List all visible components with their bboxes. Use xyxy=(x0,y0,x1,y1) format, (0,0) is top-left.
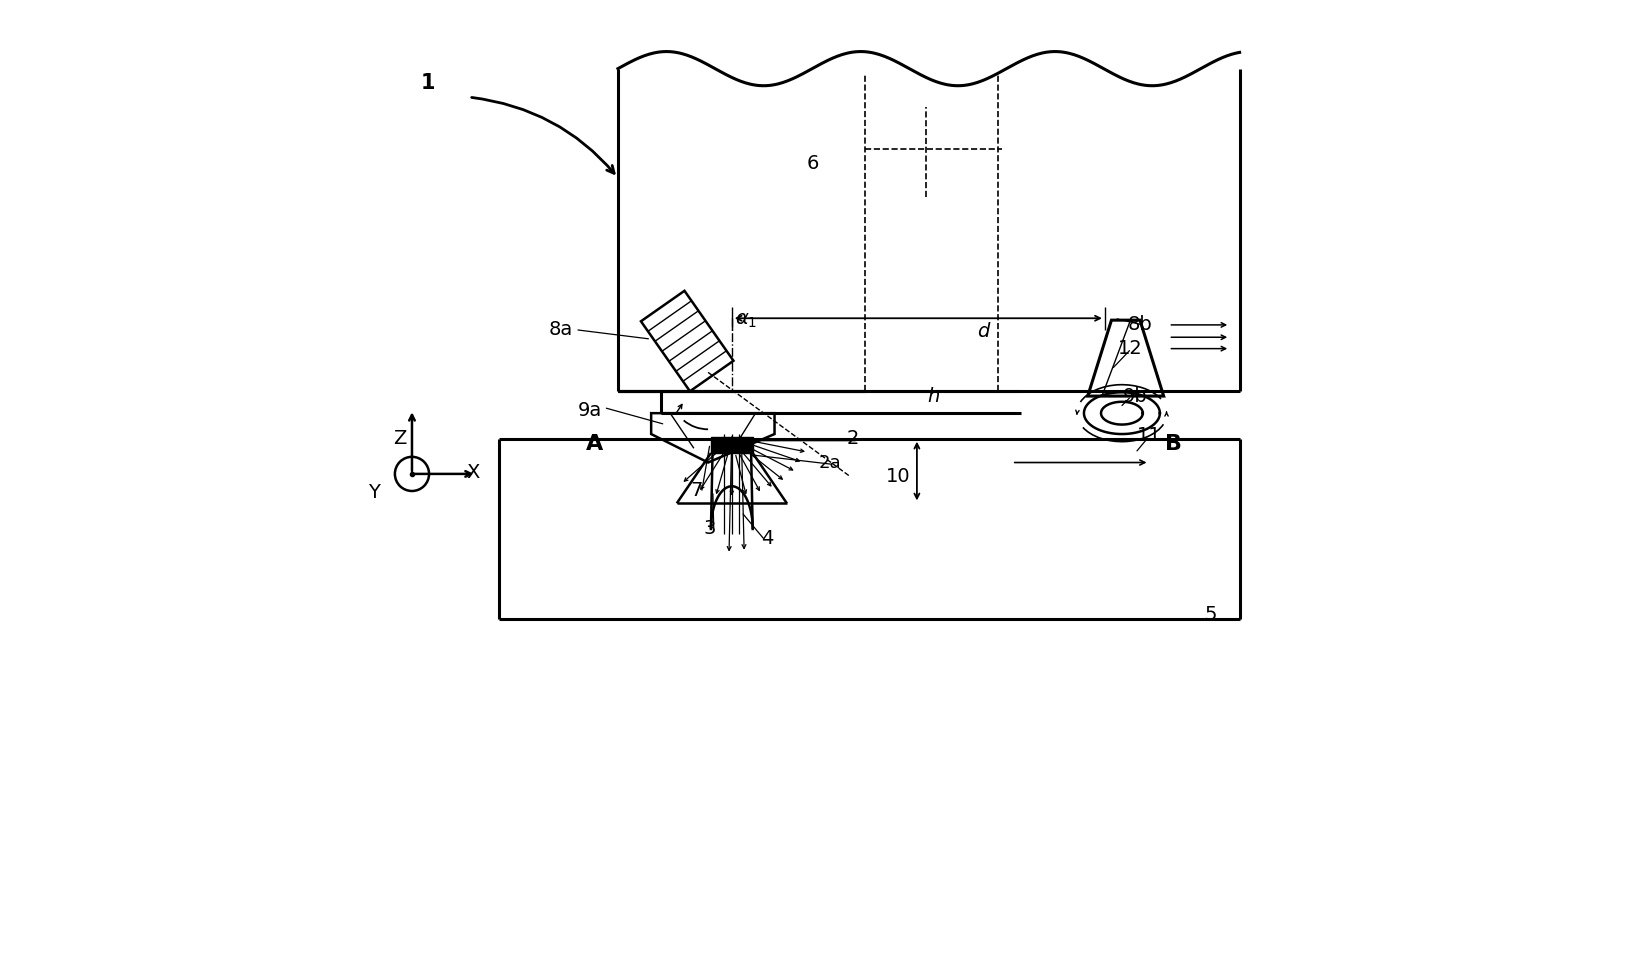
Polygon shape xyxy=(652,413,775,462)
Text: Z: Z xyxy=(393,429,406,449)
Text: h: h xyxy=(928,386,941,405)
Text: Y: Y xyxy=(369,483,380,503)
Text: 3: 3 xyxy=(704,519,717,538)
Text: 9b: 9b xyxy=(1123,386,1147,405)
Text: 8a: 8a xyxy=(549,320,574,339)
Text: 2a: 2a xyxy=(819,454,840,472)
Text: $\alpha_1$: $\alpha_1$ xyxy=(734,311,757,329)
Polygon shape xyxy=(1087,320,1164,396)
Text: 11: 11 xyxy=(1138,427,1162,446)
Polygon shape xyxy=(712,437,752,453)
Text: 1: 1 xyxy=(421,73,436,92)
Text: 7: 7 xyxy=(691,482,704,501)
Text: 12: 12 xyxy=(1118,339,1142,358)
Text: d: d xyxy=(977,322,990,341)
Text: 10: 10 xyxy=(886,467,910,486)
Text: X: X xyxy=(466,462,479,482)
Polygon shape xyxy=(640,291,733,391)
Text: 4: 4 xyxy=(760,529,773,548)
Text: 5: 5 xyxy=(1204,605,1217,624)
Text: 9a: 9a xyxy=(577,401,601,420)
Text: A: A xyxy=(585,433,603,454)
Text: 6: 6 xyxy=(806,154,819,173)
Text: 2: 2 xyxy=(847,429,858,449)
Text: B: B xyxy=(1165,433,1181,454)
Text: 8b: 8b xyxy=(1128,316,1152,334)
